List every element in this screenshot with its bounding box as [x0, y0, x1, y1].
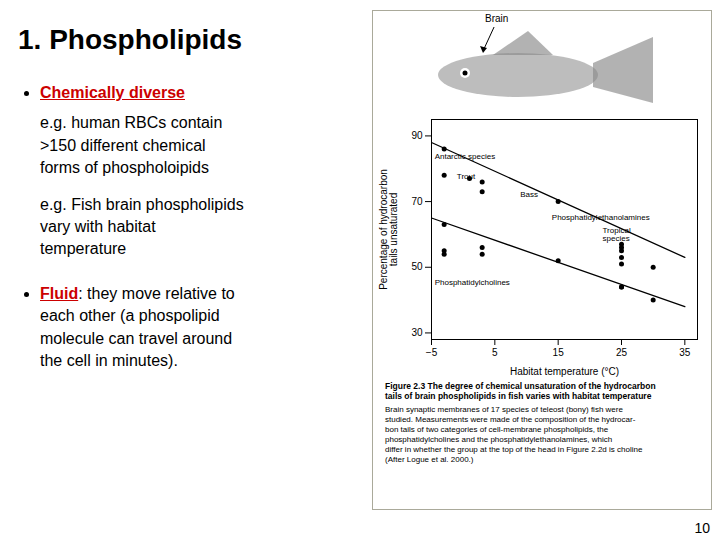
svg-text:Bass: Bass [520, 190, 538, 199]
svg-text:90: 90 [411, 130, 423, 141]
svg-text:Phosphatidylcholines: Phosphatidylcholines [435, 278, 510, 287]
html-text:Brain synaptic membranes of 17: Brain synaptic membranes of 17 species o… [385, 405, 643, 464]
html-text:e.g. Fish brain phospholipids: e.g. Fish brain phospholipids vary with … [40, 195, 244, 258]
svg-text:50: 50 [411, 261, 423, 272]
svg-text:Antarctic species: Antarctic species [435, 152, 495, 161]
html-text:e.g. human RBCs contain >150 d: e.g. human RBCs contain >150 different c… [40, 114, 223, 177]
html-text:Chemically diverse: Chemically diverse [40, 84, 185, 101]
svg-text:Percentage of hydrocarbontails: Percentage of hydrocarbontails unsaturat… [378, 169, 399, 290]
svg-text:15: 15 [553, 347, 565, 358]
svg-text:35: 35 [679, 347, 691, 358]
svg-text:25: 25 [616, 347, 628, 358]
html-text:Brain: Brain [485, 13, 509, 24]
svg-text:5: 5 [492, 347, 498, 358]
svg-text:−5: −5 [426, 347, 438, 358]
html-text:1. Phospholipids: 1. Phospholipids [18, 24, 242, 55]
svg-text:30: 30 [411, 327, 423, 338]
svg-text:Trout: Trout [457, 172, 476, 181]
html-text:10: 10 [694, 520, 710, 536]
svg-text:Tropicalspecies: Tropicalspecies [603, 226, 631, 243]
svg-text:Habitat temperature (°C): Habitat temperature (°C) [510, 366, 619, 377]
html-text:Fluid: they move relative to e: Fluid: they move relative to each other … [40, 284, 235, 369]
html-text:Figure 2.3 The degree of chemi: Figure 2.3 The degree of chemical unsatu… [385, 381, 656, 401]
svg-text:Phosphatidylethanolamines: Phosphatidylethanolamines [552, 213, 650, 222]
svg-text:70: 70 [411, 196, 423, 207]
